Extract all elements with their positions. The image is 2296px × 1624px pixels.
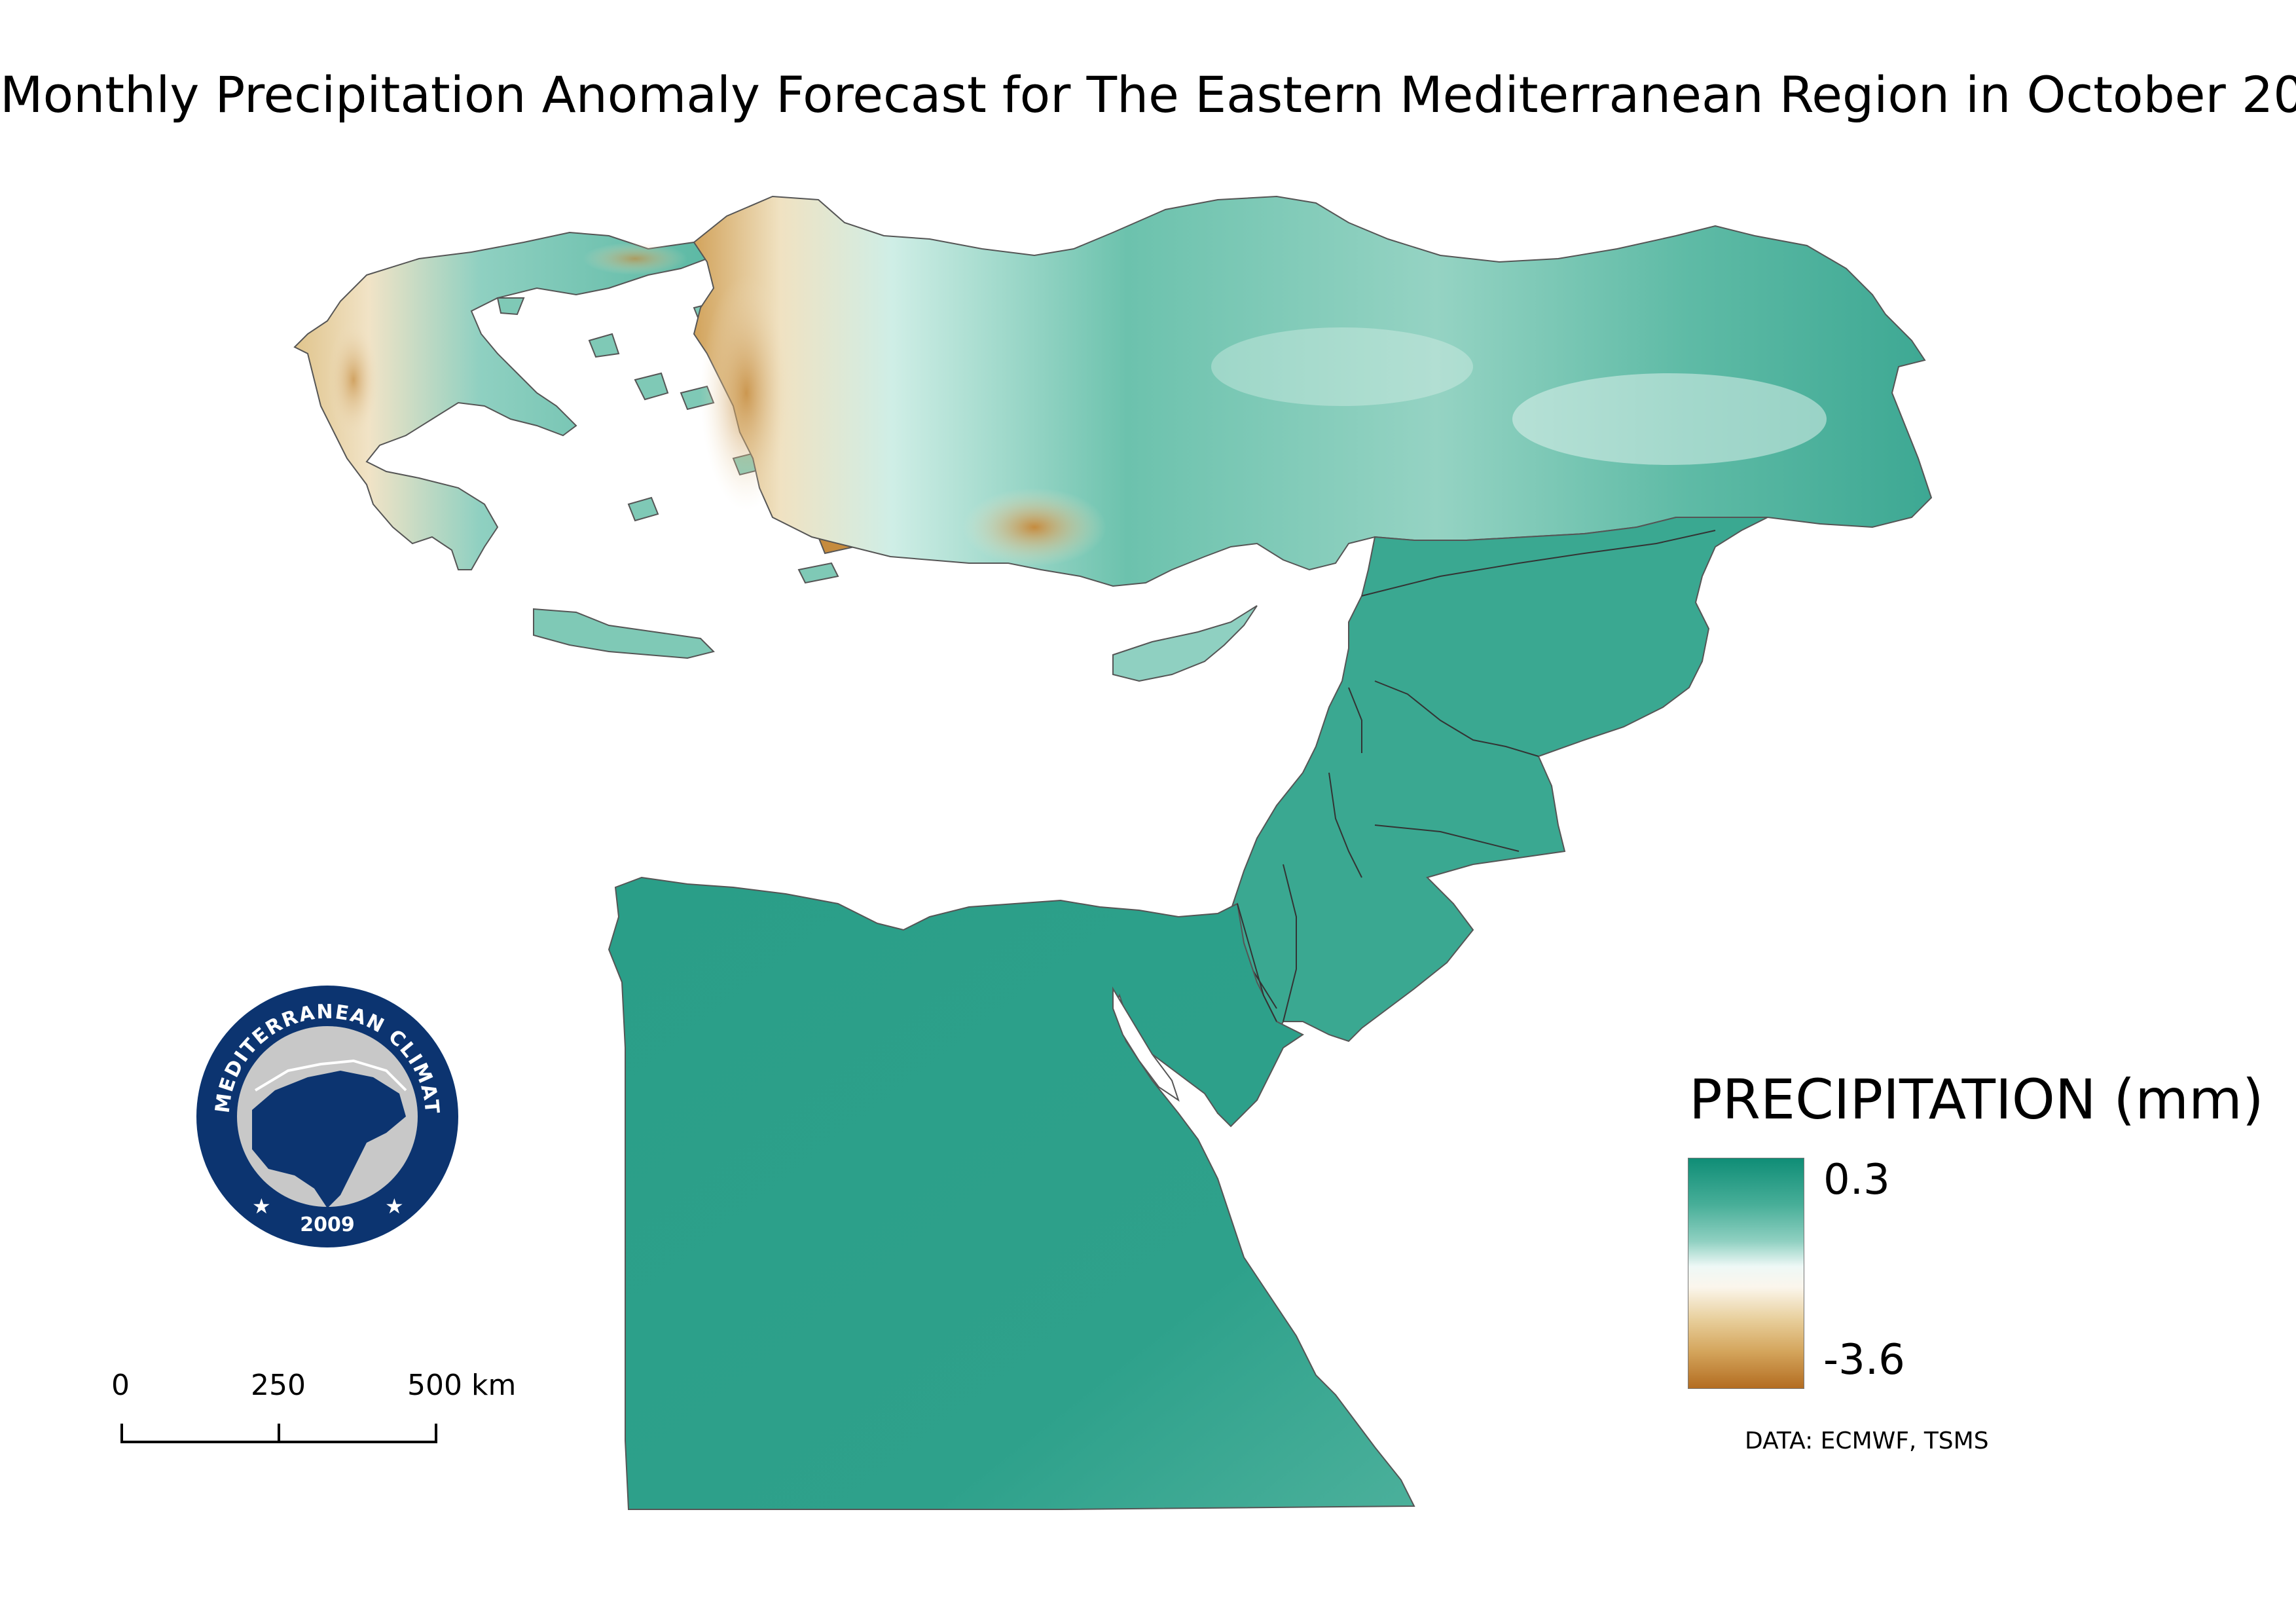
dry-patch-antalya bbox=[962, 488, 1106, 566]
dry-patch-aegean bbox=[701, 275, 792, 511]
scale-tick-500: 500 km bbox=[407, 1369, 517, 1402]
star-icon: ★ bbox=[385, 1194, 404, 1219]
wet-patch-central bbox=[1211, 327, 1473, 406]
star-icon: ★ bbox=[252, 1194, 271, 1219]
legend-min-label: -3.6 bbox=[1823, 1336, 1905, 1384]
region-syria-levant bbox=[1216, 517, 1768, 1121]
wet-patch-east bbox=[1512, 373, 1827, 465]
map-title: Monthly Precipitation Anomaly Forecast f… bbox=[0, 65, 2296, 124]
legend-max-label: 0.3 bbox=[1823, 1156, 1890, 1204]
region-cyprus bbox=[1112, 605, 1258, 682]
dry-patch-albania bbox=[327, 321, 380, 439]
legend-color-ramp bbox=[1688, 1158, 1804, 1389]
region-greece bbox=[293, 231, 708, 570]
scale-tick-250: 250 bbox=[251, 1369, 306, 1402]
scale-tick-0: 0 bbox=[111, 1369, 130, 1402]
logo-year: 2009 bbox=[300, 1213, 355, 1236]
data-credit: DATA: ECMWF, TSMS bbox=[1745, 1428, 1989, 1454]
sinai-border bbox=[1237, 903, 1277, 1022]
legend-title: PRECIPITATION (mm) bbox=[1689, 1067, 2264, 1132]
dry-patch-thrace bbox=[583, 242, 687, 275]
scale-bar bbox=[120, 1424, 437, 1443]
gulf-suez bbox=[1112, 986, 1180, 1102]
emcc-logo: EASTERN MEDITERRANEAN CLIMATE CENTRE 200… bbox=[190, 979, 458, 1247]
